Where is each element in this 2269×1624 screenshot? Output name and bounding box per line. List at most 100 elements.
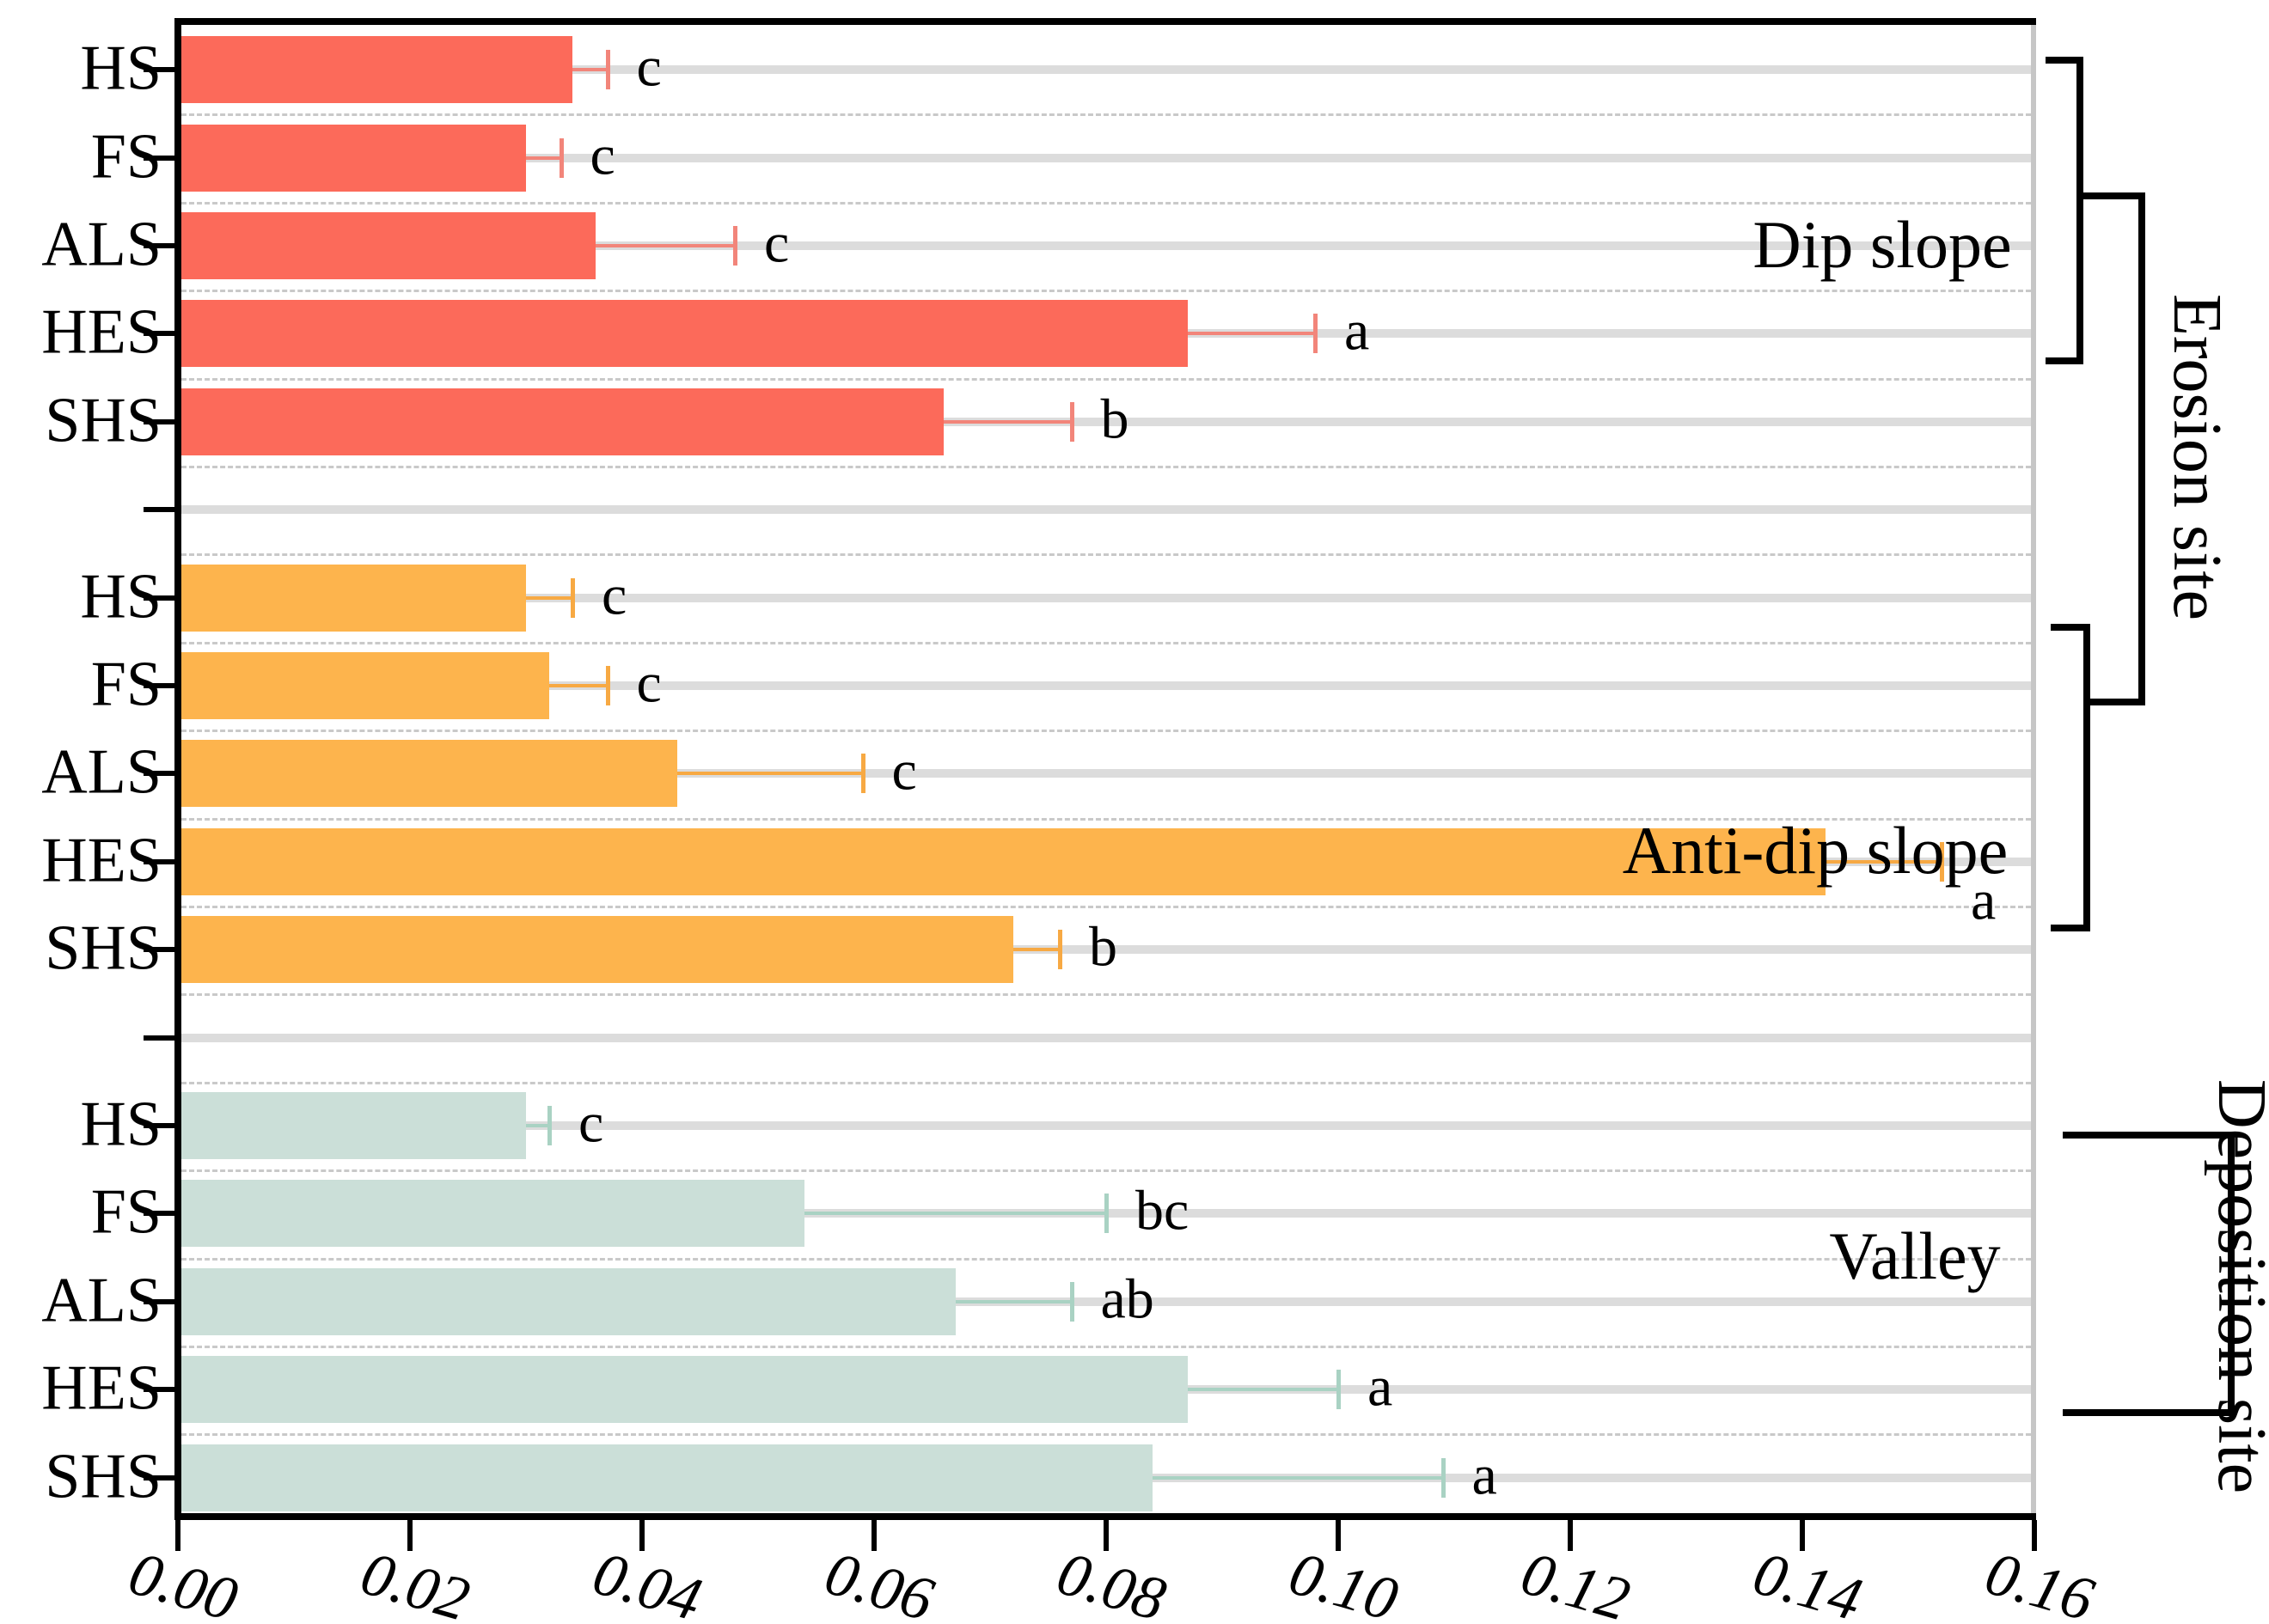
- x-axis-tick-label: 0.00: [121, 1538, 245, 1624]
- error-bar-cap: [1069, 1281, 1074, 1322]
- bracket-dip-slope: [2046, 57, 2083, 364]
- error-bar-cap: [605, 666, 610, 705]
- x-axis-tick-label: 0.06: [817, 1538, 941, 1624]
- error-bar: [955, 1299, 1072, 1303]
- bar-dip-slope-hs: [181, 36, 572, 104]
- y-axis-category-label: FS: [90, 121, 162, 192]
- y-axis-tick: [144, 243, 174, 248]
- y-axis-category-label: HS: [80, 33, 162, 104]
- y-axis-category-label: SHS: [45, 385, 162, 456]
- y-axis-tick: [144, 858, 174, 864]
- error-bar-cap: [1313, 314, 1318, 354]
- error-bar: [549, 684, 608, 687]
- significance-letter: a: [1471, 1443, 1497, 1506]
- row-track: [181, 241, 2031, 250]
- y-axis-category-label: HS: [80, 1089, 162, 1160]
- y-axis-tick: [144, 595, 174, 601]
- row-separator: [181, 377, 2031, 381]
- row-separator: [181, 553, 2031, 557]
- error-bar-cap: [733, 226, 737, 266]
- row-separator: [181, 993, 2031, 997]
- bar-anti-dip-slope-shs: [181, 916, 1013, 984]
- bar-anti-dip-slope-als: [181, 740, 677, 808]
- row-separator: [181, 1346, 2031, 1348]
- bar-valley-shs: [181, 1444, 1153, 1511]
- row-separator: [181, 730, 2031, 733]
- row-track: [181, 1033, 2031, 1042]
- significance-letter: bc: [1135, 1179, 1190, 1242]
- significance-letter: c: [590, 123, 615, 186]
- plot-right-border: [2031, 18, 2036, 1520]
- row-track: [181, 769, 2031, 778]
- error-bar-cap: [1336, 1370, 1341, 1410]
- bracket-deposition: [2063, 1132, 2235, 1416]
- y-axis-category-label: HES: [41, 825, 162, 896]
- error-bar-cap: [559, 137, 564, 178]
- site-label-erosion: Erosion site: [2159, 294, 2235, 620]
- bar-dip-slope-fs: [181, 124, 526, 192]
- error-bar: [526, 156, 561, 160]
- x-axis-tick-label: 0.14: [1746, 1538, 1869, 1624]
- significance-letter: a: [1344, 299, 1370, 363]
- significance-letter: c: [602, 563, 627, 626]
- row-separator: [181, 201, 2031, 205]
- y-axis-tick: [144, 947, 174, 953]
- error-bar: [676, 772, 863, 776]
- bracket-anti-dip-slope: [2051, 624, 2090, 931]
- error-bar: [804, 1212, 1106, 1216]
- y-axis-category-label: ALS: [41, 209, 162, 280]
- error-bar: [596, 244, 735, 247]
- significance-letter: c: [636, 35, 662, 99]
- group-label-valley: Valley: [1829, 1218, 2001, 1293]
- row-separator: [181, 817, 2031, 821]
- error-bar: [526, 595, 572, 600]
- y-axis-tick: [144, 331, 174, 337]
- y-axis-category-label: SHS: [45, 1441, 162, 1512]
- group-label-anti-dip-slope: Anti-dip slope: [1622, 813, 2009, 888]
- error-bar-cap: [1104, 1194, 1109, 1234]
- x-axis-tick-label: 0.10: [1281, 1538, 1405, 1624]
- row-track: [181, 681, 2031, 690]
- significance-letter: a: [1367, 1355, 1393, 1419]
- y-axis-tick: [144, 507, 174, 513]
- error-bar-cap: [1940, 841, 1944, 882]
- group-label-dip-slope: Dip slope: [1752, 207, 2012, 282]
- row-separator: [181, 906, 2031, 908]
- y-axis-tick: [144, 771, 174, 777]
- y-axis-category-label: ALS: [41, 1265, 162, 1336]
- significance-letter: b: [1100, 388, 1129, 451]
- x-axis-tick: [1800, 1520, 1805, 1551]
- y-axis-tick: [144, 683, 174, 688]
- y-axis-tick: [144, 1474, 174, 1481]
- x-axis-tick: [1104, 1520, 1109, 1551]
- error-bar: [572, 68, 608, 72]
- significance-letter: c: [636, 651, 662, 715]
- plot-top-border: [174, 18, 2036, 25]
- significance-letter: c: [764, 211, 790, 275]
- y-axis-tick: [144, 155, 174, 161]
- error-bar-cap: [571, 577, 575, 618]
- y-axis-tick: [144, 1123, 174, 1128]
- significance-letter: ab: [1100, 1267, 1154, 1331]
- bar-valley-als: [181, 1267, 956, 1335]
- bar-anti-dip-slope-hs: [181, 564, 526, 632]
- y-axis-category-label: FS: [90, 1176, 162, 1248]
- x-axis-tick: [1568, 1520, 1573, 1551]
- y-axis-category-label: SHS: [45, 913, 162, 984]
- error-bar-cap: [860, 754, 865, 794]
- row-track: [181, 945, 2031, 955]
- bracket-erosion-bottom-arm: [2090, 699, 2145, 705]
- row-separator: [181, 113, 2031, 117]
- bar-valley-hes: [181, 1356, 1188, 1424]
- row-separator: [181, 641, 2031, 644]
- y-axis-category-label: HES: [41, 296, 162, 368]
- x-axis-line: [174, 1513, 2036, 1520]
- row-track: [181, 1121, 2031, 1130]
- significance-letter: b: [1089, 915, 1117, 979]
- y-axis-line: [174, 18, 181, 1520]
- bar-dip-slope-als: [181, 212, 596, 279]
- x-axis-tick: [2032, 1520, 2037, 1551]
- row-track: [181, 153, 2031, 162]
- y-axis-tick: [144, 1387, 174, 1393]
- error-bar: [944, 419, 1072, 424]
